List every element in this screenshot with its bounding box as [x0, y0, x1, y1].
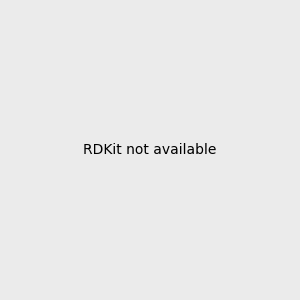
Text: RDKit not available: RDKit not available — [83, 143, 217, 157]
